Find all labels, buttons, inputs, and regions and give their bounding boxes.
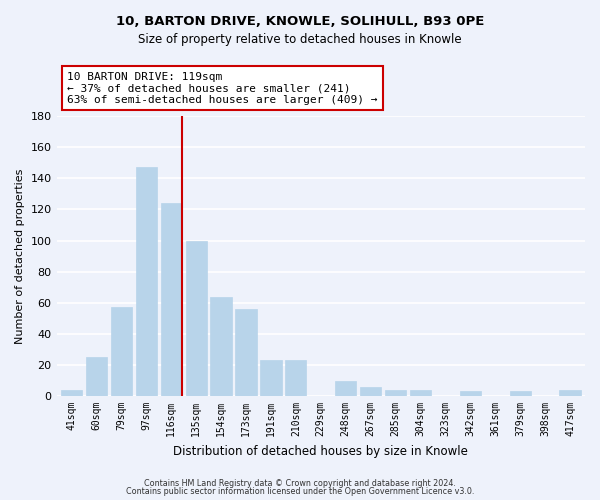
Bar [360,386,381,396]
Bar [235,309,257,396]
Bar [285,360,307,396]
Bar [559,390,581,396]
Text: Size of property relative to detached houses in Knowle: Size of property relative to detached ho… [138,32,462,46]
Text: Contains public sector information licensed under the Open Government Licence v3: Contains public sector information licen… [126,487,474,496]
Text: Contains HM Land Registry data © Crown copyright and database right 2024.: Contains HM Land Registry data © Crown c… [144,478,456,488]
Bar [136,168,157,396]
Bar [385,390,406,396]
Bar [61,390,82,396]
Bar [161,203,182,396]
X-axis label: Distribution of detached houses by size in Knowle: Distribution of detached houses by size … [173,444,468,458]
Y-axis label: Number of detached properties: Number of detached properties [15,168,25,344]
Bar [211,296,232,396]
Bar [410,390,431,396]
Text: 10, BARTON DRIVE, KNOWLE, SOLIHULL, B93 0PE: 10, BARTON DRIVE, KNOWLE, SOLIHULL, B93 … [116,15,484,28]
Text: 10 BARTON DRIVE: 119sqm
← 37% of detached houses are smaller (241)
63% of semi-d: 10 BARTON DRIVE: 119sqm ← 37% of detache… [67,72,377,105]
Bar [260,360,281,396]
Bar [460,392,481,396]
Bar [509,392,531,396]
Bar [185,240,207,396]
Bar [111,308,132,396]
Bar [86,357,107,396]
Bar [335,380,356,396]
